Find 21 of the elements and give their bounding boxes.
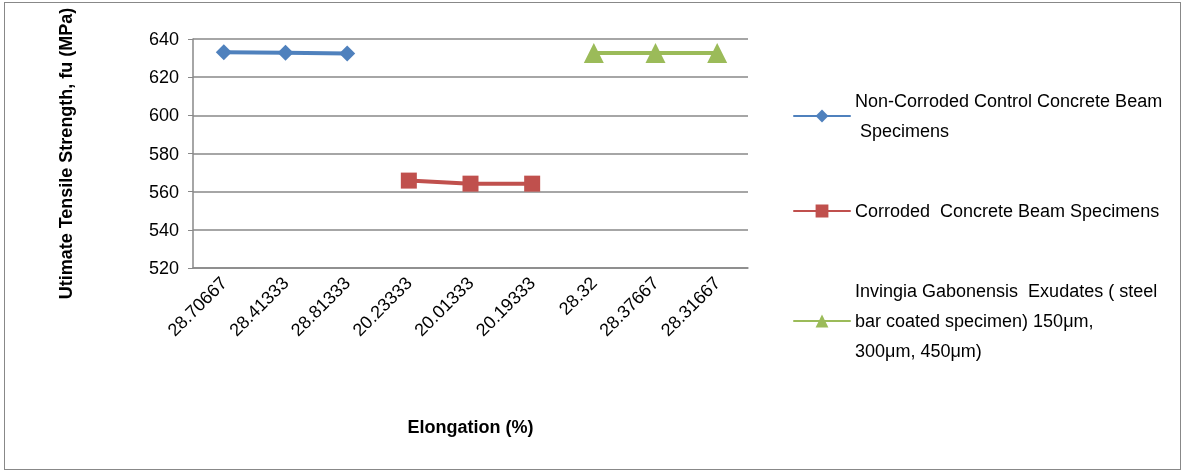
y-axis-title: Utimate Tensile Strength, fu (MPa)	[56, 7, 76, 300]
point	[462, 175, 479, 192]
point	[707, 43, 728, 64]
x-axis-title: Elongation (%)	[407, 417, 534, 437]
y-tick-label: 520	[148, 258, 179, 278]
y-tick-label: 600	[148, 105, 179, 126]
point	[583, 43, 604, 64]
legend-label: Corroded Concrete Beam Specimens	[855, 201, 1160, 221]
y-tick-label: 540	[148, 219, 179, 240]
y-tick-label: 620	[148, 67, 179, 88]
legend-label: Invingia Gabonensis Exudates ( steel bar coated specimen) 150μm, 300μm, 450μm)	[855, 281, 1163, 361]
y-tick-label: 640	[148, 29, 179, 49]
point	[339, 45, 356, 62]
y-tick-label: 580	[148, 143, 179, 164]
point	[524, 175, 541, 192]
point	[645, 43, 666, 64]
legend-label: Non-Corroded Control Concrete Beam Specimens	[855, 91, 1163, 141]
point	[400, 172, 417, 189]
point	[215, 44, 232, 61]
y-tick-label: 560	[148, 181, 179, 202]
point	[277, 44, 294, 61]
